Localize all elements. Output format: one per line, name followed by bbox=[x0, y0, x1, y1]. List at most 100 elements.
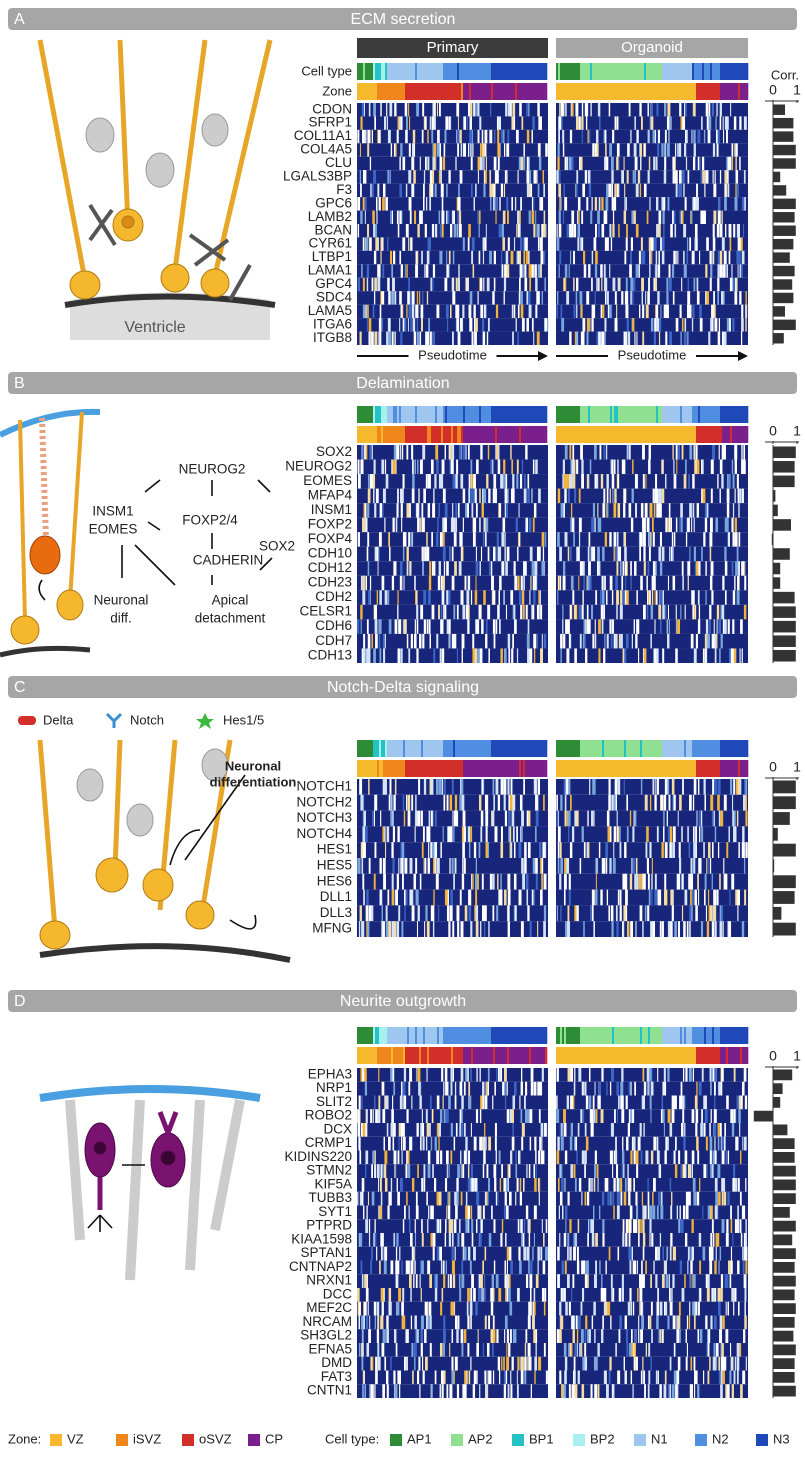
zone-strip bbox=[656, 760, 658, 777]
cell-type-strip bbox=[672, 740, 674, 757]
cell-type-strip bbox=[471, 63, 473, 80]
heatmap-cell bbox=[540, 197, 543, 210]
zone-strip bbox=[403, 426, 405, 443]
cell-type-strip bbox=[535, 740, 537, 757]
zone-strip bbox=[716, 426, 718, 443]
heatmap-cell bbox=[503, 590, 504, 605]
cell-type-strip bbox=[457, 740, 459, 757]
heatmap-cell bbox=[503, 518, 504, 533]
zone-strip bbox=[445, 83, 447, 100]
heatmap-row bbox=[556, 1109, 748, 1123]
heatmap-cell bbox=[415, 795, 416, 811]
cell-type-strip bbox=[489, 740, 491, 757]
zone-strip bbox=[537, 760, 539, 777]
heatmap-cell bbox=[628, 921, 630, 937]
heatmap-cell bbox=[441, 251, 442, 264]
heatmap-cell bbox=[438, 503, 439, 518]
heatmap-cell bbox=[393, 826, 395, 842]
heatmap-cell bbox=[610, 1082, 611, 1096]
zone-strip bbox=[401, 426, 403, 443]
heatmap-cell bbox=[398, 224, 400, 237]
zone-strip bbox=[457, 1047, 459, 1064]
heatmap-cell bbox=[727, 474, 729, 489]
heatmap-cell bbox=[682, 561, 684, 576]
cell-type-strip bbox=[477, 63, 479, 80]
cell-type-strip bbox=[644, 1027, 646, 1044]
heatmap-cell bbox=[665, 779, 667, 795]
illustration-a: Ventricle bbox=[40, 40, 275, 340]
heatmap-cell bbox=[649, 251, 651, 264]
heatmap-cell bbox=[510, 590, 512, 605]
heatmap-cell bbox=[597, 547, 600, 562]
zone-strip bbox=[383, 1047, 385, 1064]
heatmap-cell bbox=[463, 143, 466, 156]
heatmap-cell bbox=[573, 474, 576, 489]
heatmap-cell bbox=[436, 842, 437, 858]
corr-bar bbox=[773, 226, 796, 236]
heatmap-cell bbox=[475, 590, 478, 605]
heatmap-cell bbox=[712, 811, 714, 827]
corr-bar bbox=[773, 505, 778, 517]
heatmap-cell bbox=[669, 619, 670, 634]
heatmap-cell bbox=[720, 116, 722, 129]
heatmap-cell bbox=[589, 1096, 592, 1110]
cell-type-strip bbox=[465, 406, 467, 423]
cell-type-strip bbox=[405, 1027, 407, 1044]
heatmap-cell bbox=[619, 890, 621, 906]
heatmap-cell bbox=[459, 1123, 461, 1137]
heatmap-cell bbox=[576, 278, 578, 291]
cell-type-strip bbox=[728, 1027, 730, 1044]
zone-strip bbox=[467, 426, 469, 443]
heatmap-cell bbox=[560, 648, 561, 663]
heatmap-cell bbox=[428, 858, 430, 874]
heatmap-cell bbox=[709, 116, 712, 129]
heatmap-cell bbox=[521, 157, 523, 170]
heatmap-cell bbox=[382, 318, 383, 331]
cell-type-strip bbox=[415, 406, 417, 423]
heatmap-cell bbox=[538, 547, 539, 562]
cell-type-strip bbox=[537, 63, 539, 80]
zone-strip bbox=[628, 83, 630, 100]
zone-strip bbox=[361, 1047, 363, 1064]
zone-strip bbox=[590, 426, 592, 443]
heatmap-cell bbox=[384, 518, 385, 533]
heatmap-cell bbox=[569, 264, 570, 277]
heatmap-cell bbox=[372, 211, 375, 224]
zone-strip bbox=[523, 426, 525, 443]
heatmap-cell bbox=[674, 1096, 677, 1110]
heatmap-cell bbox=[664, 874, 666, 890]
heatmap-cell bbox=[500, 648, 502, 663]
cell-type-strip bbox=[371, 406, 373, 423]
heatmap-cell bbox=[719, 874, 721, 890]
heatmap-cell bbox=[719, 648, 721, 663]
heatmap-cell bbox=[615, 634, 618, 649]
cell-type-strip bbox=[367, 1027, 369, 1044]
cell-type-strip bbox=[495, 406, 497, 423]
zone-strip bbox=[517, 83, 519, 100]
heatmap-cell bbox=[733, 779, 735, 795]
cell-type-strip bbox=[519, 740, 521, 757]
heatmap-cell bbox=[474, 474, 476, 489]
heatmap-cell bbox=[471, 503, 473, 518]
heatmap-cell bbox=[468, 445, 470, 460]
heatmap-cell bbox=[505, 474, 507, 489]
heatmap-cell bbox=[417, 291, 418, 304]
cell-type-strip bbox=[582, 63, 584, 80]
heatmap-cell bbox=[718, 779, 721, 795]
heatmap-cell bbox=[501, 826, 503, 842]
heatmap-cell bbox=[420, 460, 423, 475]
zone-strip bbox=[556, 426, 558, 443]
heatmap-cell bbox=[742, 921, 744, 937]
cell-type-strip bbox=[624, 1027, 626, 1044]
cell-type-strip bbox=[529, 406, 531, 423]
heatmap-cell bbox=[607, 503, 609, 518]
cell-type-strip bbox=[594, 1027, 596, 1044]
heatmap-cell bbox=[460, 890, 462, 906]
heatmap-cell bbox=[480, 489, 481, 504]
zone-strip bbox=[455, 760, 457, 777]
cell-type-strip bbox=[596, 63, 598, 80]
heatmap-cell bbox=[453, 474, 456, 489]
cell-type-strip bbox=[477, 406, 479, 423]
zone-strip bbox=[698, 426, 700, 443]
zone-strip bbox=[738, 426, 740, 443]
